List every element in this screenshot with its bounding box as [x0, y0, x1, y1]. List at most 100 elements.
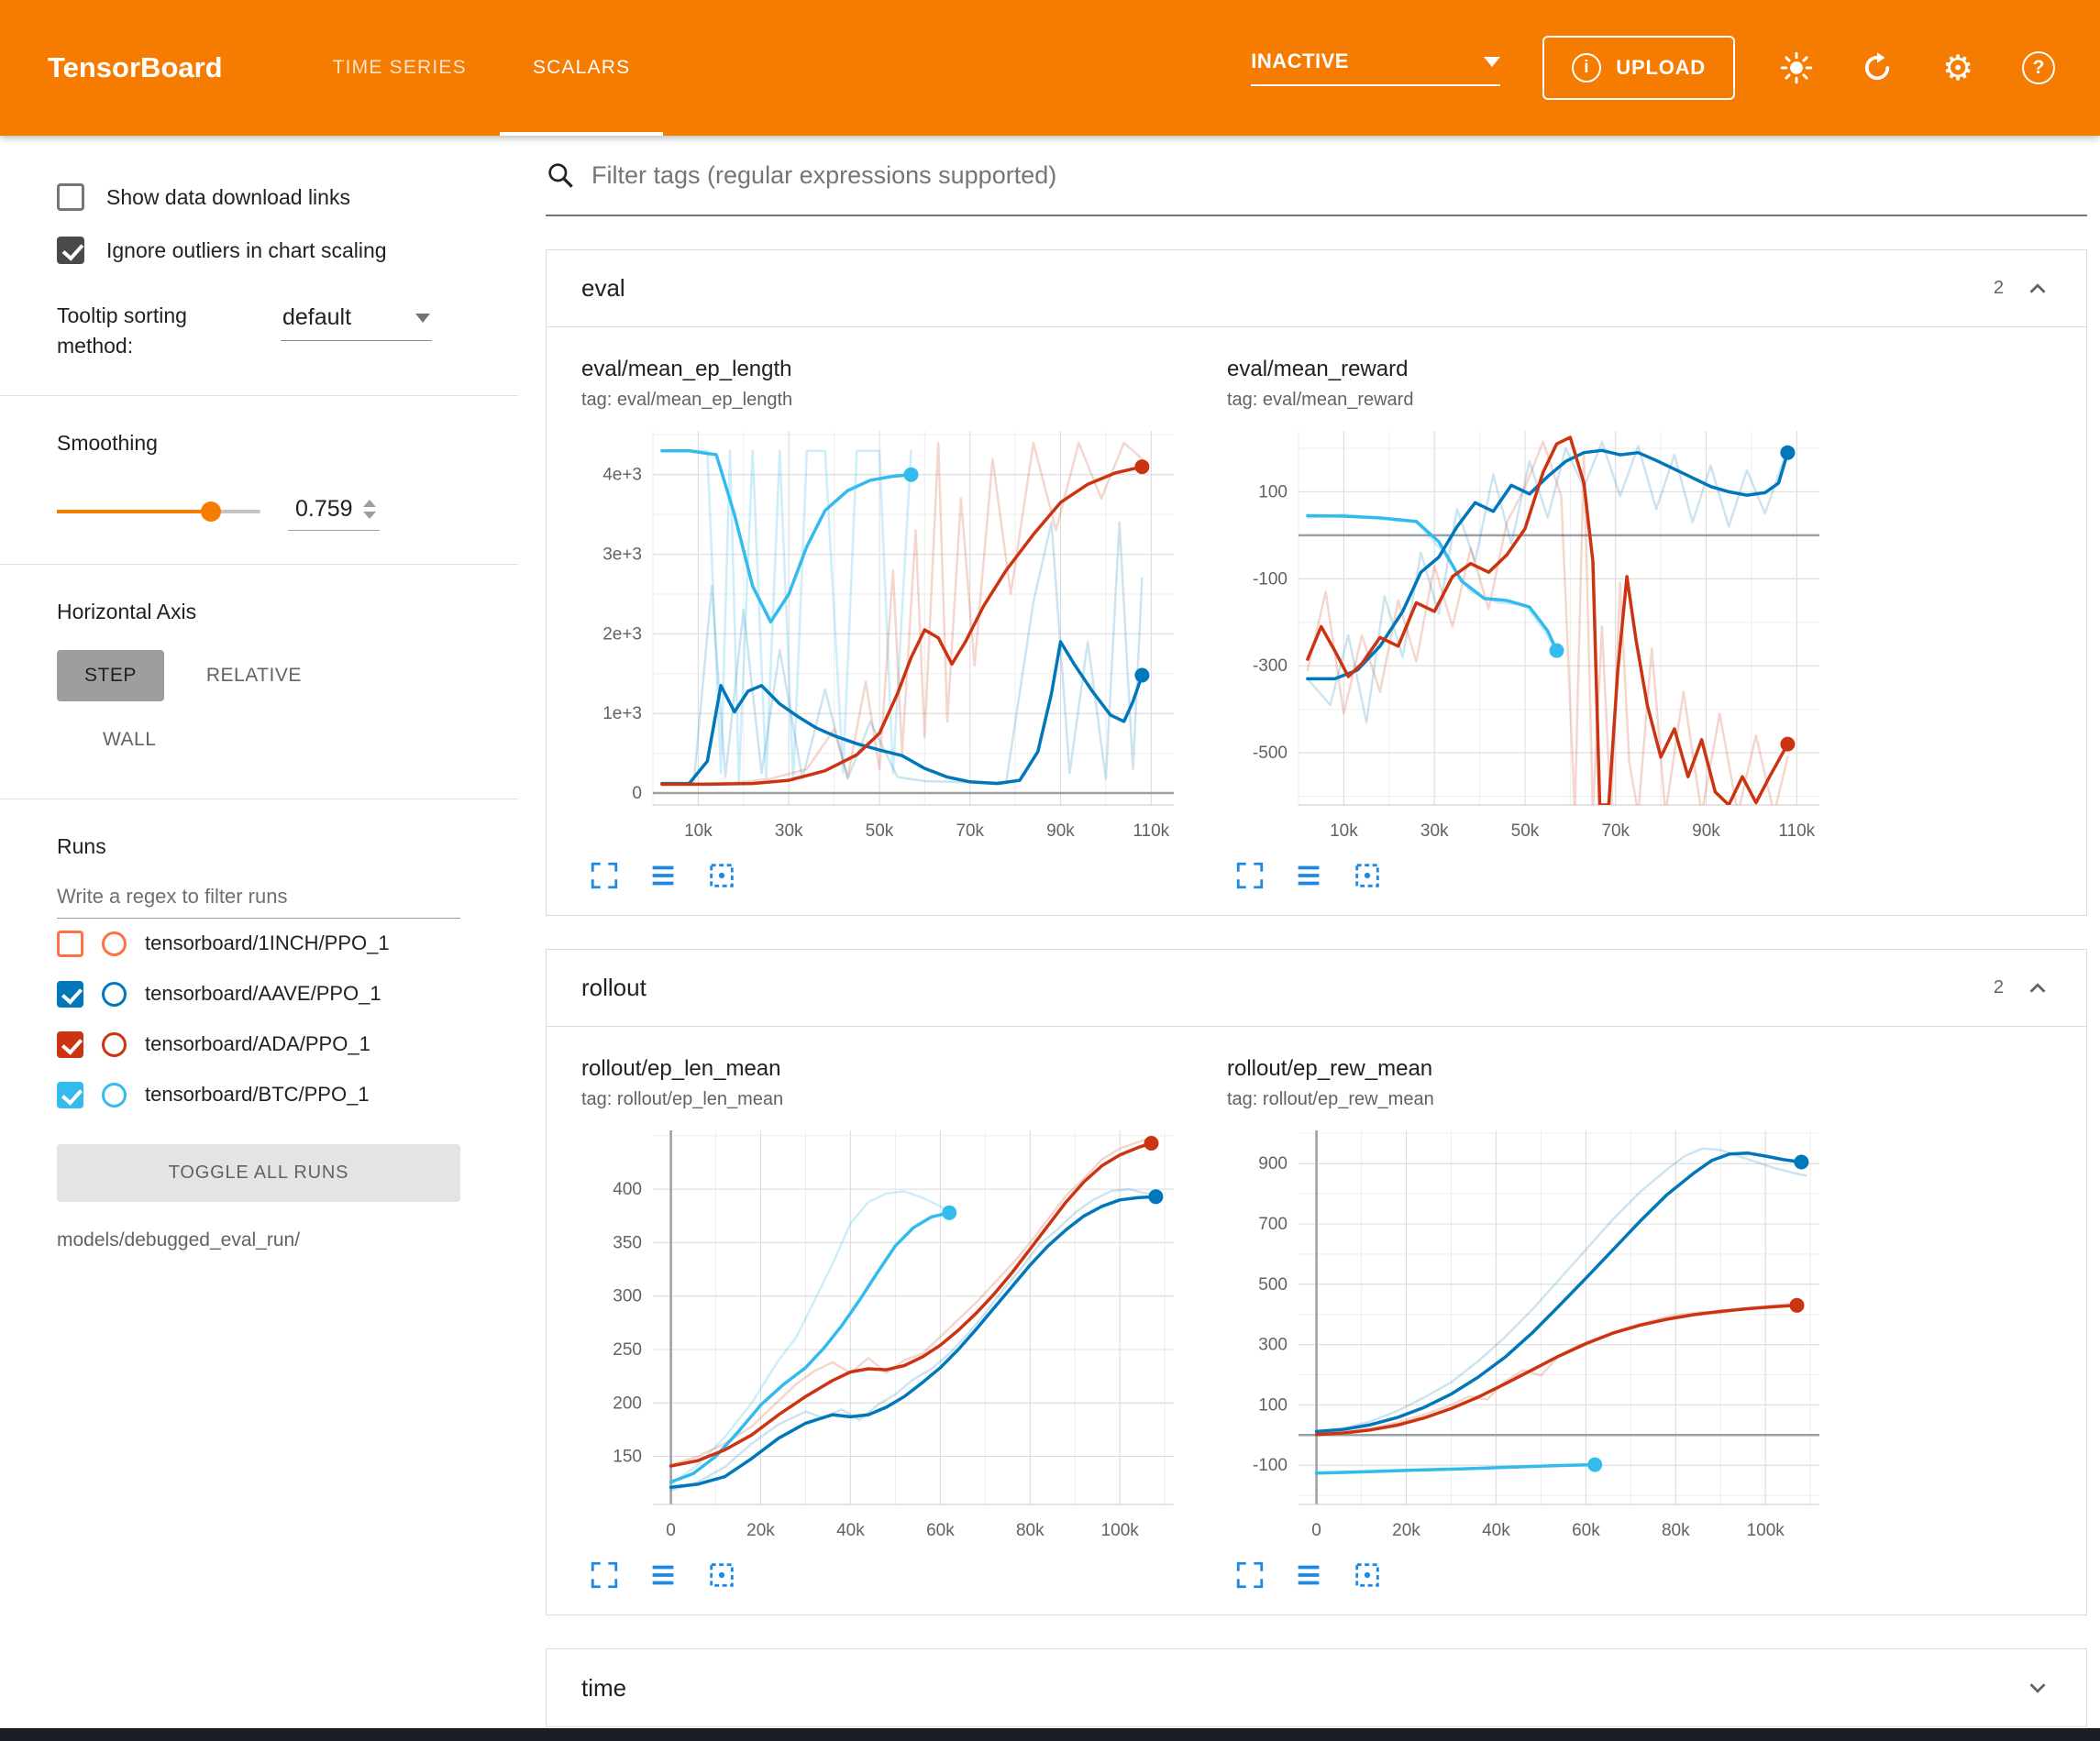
svg-text:20k: 20k [1392, 1521, 1420, 1540]
slider-fill [57, 509, 212, 513]
smoothing-value-field[interactable]: 0.759 [288, 492, 380, 531]
svg-text:50k: 50k [866, 821, 894, 841]
tooltip-sorting-block: Tooltip sorting method: default [57, 301, 518, 362]
upload-label: UPLOAD [1616, 56, 1706, 79]
section-card-rollout: rollout 2 rollout/ep_len_mean tag: rollo… [546, 949, 2087, 1615]
section-header-eval[interactable]: eval 2 [547, 250, 2086, 327]
run-row-ada[interactable]: tensorboard/ADA/PPO_1 [0, 1019, 518, 1070]
slider-thumb[interactable] [201, 501, 222, 522]
fit-domain-icon[interactable] [1352, 860, 1383, 891]
chart-tag: tag: rollout/ep_rew_mean [1227, 1089, 1434, 1109]
chart-figure-ep-len-mean: rollout/ep_len_mean tag: rollout/ep_len_… [581, 1056, 1187, 1591]
svg-text:900: 900 [1258, 1154, 1288, 1174]
svg-text:-100: -100 [1253, 1456, 1288, 1475]
runs-filter-input[interactable] [57, 884, 460, 909]
axis-option-relative[interactable]: RELATIVE [205, 664, 302, 686]
run-row-aave[interactable]: tensorboard/AAVE/PPO_1 [0, 969, 518, 1019]
run-row-btc[interactable]: tensorboard/BTC/PPO_1 [0, 1070, 518, 1120]
ignore-outliers-checkbox[interactable] [57, 237, 84, 264]
line-chart[interactable]: 0 20k 40k 60k 80k 100k 150 200 250 300 350 400 [581, 1119, 1187, 1550]
fit-domain-icon[interactable] [706, 1559, 737, 1591]
svg-text:200: 200 [613, 1394, 642, 1413]
run-checkbox[interactable] [57, 930, 83, 957]
axis-option-wall[interactable]: WALL [103, 728, 157, 750]
run-checkbox[interactable] [57, 980, 83, 1008]
view-data-table-icon[interactable] [1293, 860, 1324, 891]
stepper-arrows-icon[interactable] [363, 499, 376, 519]
smoothing-slider[interactable] [57, 501, 260, 522]
filter-tags-input[interactable] [591, 160, 2087, 190]
chevron-down-icon [1484, 56, 1501, 67]
svg-text:70k: 70k [1601, 821, 1630, 841]
tab-time-series[interactable]: TIME SERIES [332, 57, 467, 78]
ignore-outliers-row[interactable]: Ignore outliers in chart scaling [0, 224, 518, 277]
svg-text:60k: 60k [926, 1521, 955, 1540]
svg-text:0: 0 [666, 1521, 676, 1540]
refresh-icon[interactable] [1858, 49, 1896, 87]
axis-option-step[interactable]: STEP [57, 649, 164, 701]
section-title: time [581, 1673, 627, 1702]
chart-title: rollout/ep_rew_mean [1227, 1056, 1433, 1081]
help-icon[interactable]: ? [2019, 49, 2058, 87]
chart-title: rollout/ep_len_mean [581, 1056, 781, 1081]
chart-figure-ep-rew-mean: rollout/ep_rew_mean tag: rollout/ep_rew_… [1227, 1056, 1832, 1591]
run-checkbox[interactable] [57, 1030, 83, 1058]
section-header-time[interactable]: time [547, 1649, 2086, 1726]
smoothing-control: 0.759 [57, 492, 518, 531]
horizontal-axis-label: Horizontal Axis [57, 599, 197, 623]
svg-text:500: 500 [1258, 1275, 1288, 1295]
chevron-up-icon[interactable] [2024, 275, 2051, 303]
svg-text:90k: 90k [1046, 821, 1075, 841]
view-data-table-icon[interactable] [1293, 1559, 1324, 1591]
tooltip-sorting-label: Tooltip sorting method: [57, 303, 187, 358]
settings-gear-icon[interactable]: ⚙ [1941, 48, 1974, 88]
show-download-links-row[interactable]: Show data download links [0, 171, 518, 224]
nav-tabs: TIME SERIES SCALARS [300, 0, 664, 136]
run-row-1inch[interactable]: tensorboard/1INCH/PPO_1 [0, 919, 518, 969]
section-title: rollout [581, 974, 647, 1001]
expand-chart-icon[interactable] [1234, 860, 1266, 891]
run-checkbox[interactable] [57, 1081, 83, 1108]
line-chart[interactable]: 0 20k 40k 60k 80k 100k -100 100 300 500 700 900 [1227, 1119, 1832, 1550]
tooltip-sorting-dropdown[interactable]: default [281, 301, 432, 341]
chart-tag: tag: rollout/ep_len_mean [581, 1089, 784, 1109]
upload-button[interactable]: i UPLOAD [1542, 36, 1735, 100]
section-header-rollout[interactable]: rollout 2 [547, 950, 2086, 1027]
app-header: TensorBoard TIME SERIES SCALARS INACTIVE… [0, 0, 2100, 136]
run-label: tensorboard/ADA/PPO_1 [145, 1032, 370, 1056]
expand-chart-icon[interactable] [1234, 1559, 1266, 1591]
show-download-links-checkbox[interactable] [57, 183, 84, 211]
svg-text:100: 100 [1258, 482, 1288, 501]
header-actions: INACTIVE i UPLOAD ⚙ [1251, 36, 2100, 100]
data-source-dropdown[interactable]: INACTIVE [1251, 50, 1501, 86]
theme-toggle-sun-icon[interactable] [1777, 49, 1816, 87]
toggle-all-runs-button[interactable]: TOGGLE ALL RUNS [57, 1143, 460, 1202]
chevron-up-icon[interactable] [2024, 975, 2051, 1002]
chart-title: eval/mean_reward [1227, 357, 1409, 381]
expand-chart-icon[interactable] [589, 860, 620, 891]
svg-text:80k: 80k [1662, 1521, 1690, 1540]
chevron-down-icon[interactable] [2024, 1674, 2051, 1702]
chart-toolbar [1227, 851, 1832, 891]
svg-text:4e+3: 4e+3 [602, 466, 642, 485]
fit-domain-icon[interactable] [1352, 1559, 1383, 1591]
fit-domain-icon[interactable] [706, 860, 737, 891]
section-card-eval: eval 2 eval/mean_ep_length tag: eval/mea… [546, 249, 2087, 916]
line-chart[interactable]: 10k 30k 50k 70k 90k 110k 0 1e+3 2e+3 3e+3 4e+3 [581, 420, 1187, 851]
view-data-table-icon[interactable] [647, 1559, 679, 1591]
tab-scalars[interactable]: SCALARS [499, 0, 664, 136]
svg-text:110k: 110k [1133, 821, 1169, 841]
svg-text:10k: 10k [1330, 821, 1358, 841]
line-chart[interactable]: 10k 30k 50k 70k 90k 110k 100 -100 -300 -500 [1227, 420, 1832, 851]
svg-text:100k: 100k [1101, 1521, 1140, 1540]
checkbox-label: Show data download links [106, 184, 350, 209]
svg-text:20k: 20k [746, 1521, 775, 1540]
svg-text:30k: 30k [775, 821, 803, 841]
svg-text:1e+3: 1e+3 [602, 704, 642, 723]
status-label: INACTIVE [1251, 50, 1349, 72]
view-data-table-icon[interactable] [647, 860, 679, 891]
svg-text:-100: -100 [1253, 569, 1288, 589]
expand-chart-icon[interactable] [589, 1559, 620, 1591]
svg-text:50k: 50k [1511, 821, 1540, 841]
svg-text:-300: -300 [1253, 656, 1288, 676]
